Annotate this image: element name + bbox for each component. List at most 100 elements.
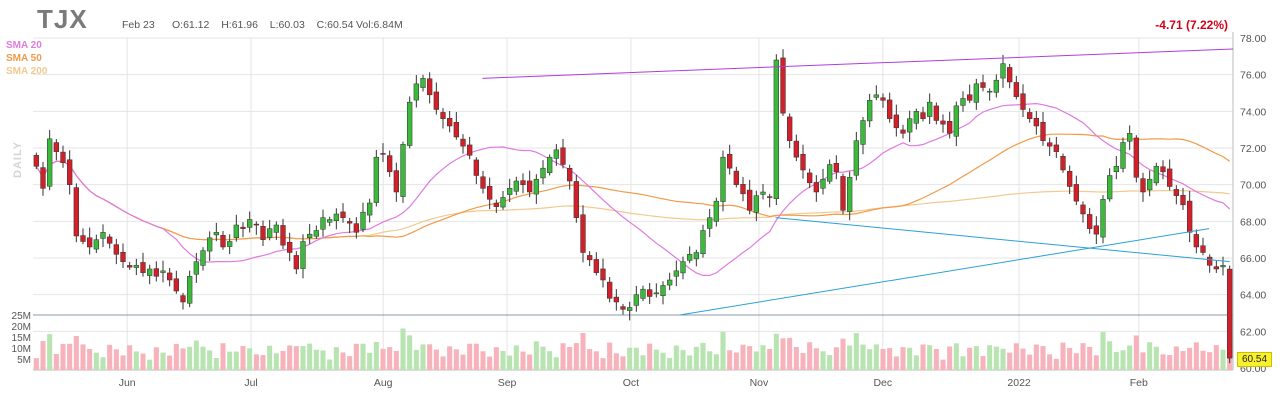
candle-body <box>873 94 879 98</box>
candle-body <box>467 144 473 156</box>
candle-body <box>600 268 606 281</box>
candle-body <box>460 138 466 147</box>
sma200-line <box>35 160 1230 241</box>
candle-body <box>960 98 966 106</box>
candle-body <box>1173 189 1179 196</box>
candle-body <box>913 111 919 124</box>
candle-body <box>440 112 446 119</box>
volume-tick-label: 15M <box>12 333 31 344</box>
volume-bar <box>827 355 833 370</box>
candle-body <box>173 278 179 292</box>
month-tick-label: Aug <box>374 377 393 389</box>
volume-bar <box>1027 354 1033 370</box>
volume-bar <box>1160 354 1166 370</box>
volume-bar <box>1187 347 1193 370</box>
candle-body <box>980 82 986 88</box>
volume-bar <box>307 343 313 370</box>
volume-bar <box>953 343 959 370</box>
candle-body <box>307 233 313 239</box>
volume-bar <box>200 346 206 370</box>
volume-bar <box>1100 332 1106 370</box>
candle-body <box>1080 204 1086 215</box>
volume-bar <box>1047 354 1053 370</box>
volume-tick-label: 10M <box>12 344 31 355</box>
volume-bar <box>1207 352 1213 370</box>
volume-bar <box>473 343 479 370</box>
price-tick-label: 66.00 <box>1240 253 1266 265</box>
volume-bar <box>887 348 893 370</box>
candle-body <box>1207 256 1213 266</box>
candle-body <box>707 217 713 229</box>
ohlc-values: O:61.12 H:61.96 L:60.03 C:60.54 <box>172 19 354 31</box>
candle-body <box>760 191 766 195</box>
volume-bar <box>840 338 846 370</box>
candle-body <box>507 188 513 195</box>
candle-body <box>407 101 413 146</box>
candle-body <box>207 237 213 252</box>
volume-bar <box>787 337 793 370</box>
volume-bar <box>293 346 299 370</box>
candle-body <box>300 241 306 269</box>
candle-body <box>387 155 393 173</box>
candle-body <box>107 236 113 244</box>
candle-body <box>540 167 546 179</box>
candle-body <box>360 211 366 230</box>
candle-body <box>67 159 73 185</box>
volume-bar <box>553 357 559 370</box>
volume-bar <box>1173 346 1179 370</box>
candle-body <box>380 153 386 155</box>
volume-bar <box>1040 345 1046 370</box>
candle-body <box>393 170 399 193</box>
candle-body <box>113 244 119 255</box>
candle-body <box>1107 175 1113 200</box>
volume-bar <box>47 334 53 370</box>
candle-body <box>153 268 159 277</box>
volume-bar <box>967 347 973 370</box>
volume-bar <box>607 342 613 370</box>
candle-body <box>800 154 806 171</box>
candle-body <box>1013 82 1019 97</box>
candle-body <box>1227 268 1233 359</box>
chart-header: TJX Feb 23 O:61.12 H:61.96 L:60.03 C:60.… <box>0 0 1280 34</box>
volume-bar <box>893 356 899 370</box>
volume-bar <box>247 348 253 370</box>
sma20-legend: SMA 20 <box>6 40 42 51</box>
volume-bar <box>1127 345 1133 370</box>
volume-bar <box>813 348 819 370</box>
volume-bar <box>340 352 346 370</box>
volume-bar <box>627 347 633 370</box>
candle-body <box>500 197 506 208</box>
candle-body <box>560 147 566 165</box>
volume-bar <box>567 347 573 370</box>
price-tick-label: 68.00 <box>1240 216 1266 228</box>
volume-bar <box>453 349 459 370</box>
candle-body <box>840 176 846 211</box>
candle-body <box>633 294 639 306</box>
volume-bar <box>913 355 919 370</box>
candle-body <box>280 225 286 246</box>
volume-bar <box>587 349 593 370</box>
volume-bar <box>1067 347 1073 370</box>
candle-body <box>333 213 339 221</box>
candle-body <box>640 288 646 299</box>
candle-body <box>187 276 193 304</box>
candle-body <box>80 235 86 242</box>
volume-bar <box>540 346 546 370</box>
volume-bar <box>420 344 426 370</box>
candle-body <box>140 262 146 273</box>
last-price-marker: 60.54 <box>1237 352 1272 367</box>
month-tick-label: Dec <box>873 377 892 389</box>
volume-bar <box>120 355 126 370</box>
volume-bar <box>633 347 639 370</box>
month-tick-label: 2022 <box>1007 377 1031 389</box>
volume-bar <box>833 347 839 370</box>
volume-bar <box>53 353 59 370</box>
price-tick-label: 78.00 <box>1240 33 1266 45</box>
volume-bar <box>927 345 933 370</box>
volume-bar <box>267 345 273 370</box>
candle-body <box>347 221 353 224</box>
candle-body <box>180 295 186 303</box>
price-tick-label: 70.00 <box>1240 180 1266 192</box>
volume-bar <box>860 344 866 370</box>
